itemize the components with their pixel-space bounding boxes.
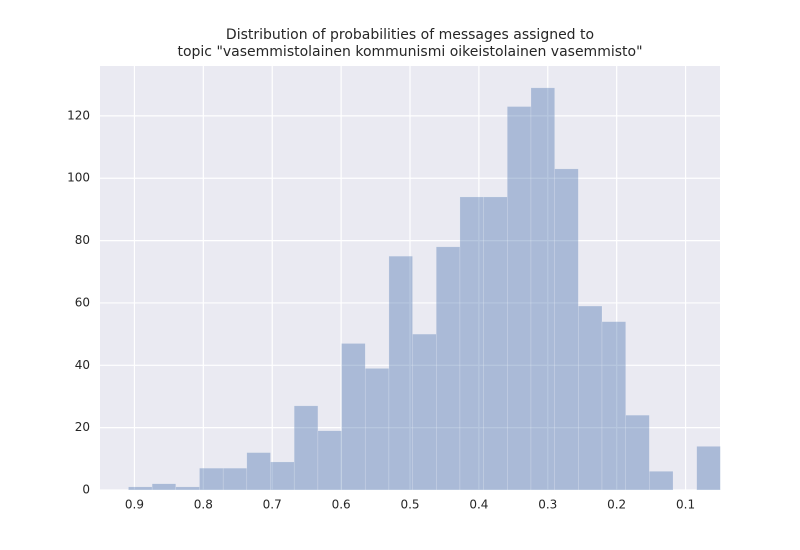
bar [483,196,508,491]
bar [412,333,437,491]
x-tick-label: 0.5 [400,498,419,512]
bar [151,483,177,491]
bar [601,321,626,491]
y-tick-label: 60 [75,295,90,309]
chart-title: topic "vasemmistolainen kommunismi oikei… [177,44,642,60]
x-tick-label: 0.3 [538,498,557,512]
bar [175,486,200,491]
bar [222,467,248,491]
bar [696,446,721,491]
y-tick-label: 100 [67,171,90,185]
x-tick-label: 0.2 [607,498,626,512]
bar [293,405,319,491]
y-tick-label: 80 [75,233,90,247]
bar [388,255,413,491]
bar [270,461,295,491]
bar [128,486,153,491]
bar [341,343,366,491]
y-tick-label: 20 [75,420,90,434]
bar [507,106,532,491]
x-tick-label: 0.8 [194,498,213,512]
x-tick-label: 0.6 [332,498,351,512]
bar [649,471,674,491]
bar [530,87,555,491]
bar [625,414,650,491]
y-tick-label: 40 [75,358,90,372]
bar [317,430,342,491]
bar [246,452,271,491]
x-tick-label: 0.9 [125,498,144,512]
bar [459,196,484,491]
x-tick-label: 0.4 [469,498,488,512]
bar [554,168,579,491]
x-tick-label: 0.7 [263,498,282,512]
bar [364,368,390,491]
chart-title: Distribution of probabilities of message… [226,27,594,43]
x-tick-label: 0.1 [676,498,695,512]
bar [199,467,224,491]
bar [578,305,603,491]
bar [435,246,461,491]
y-tick-label: 120 [67,108,90,122]
y-tick-label: 0 [82,483,90,497]
